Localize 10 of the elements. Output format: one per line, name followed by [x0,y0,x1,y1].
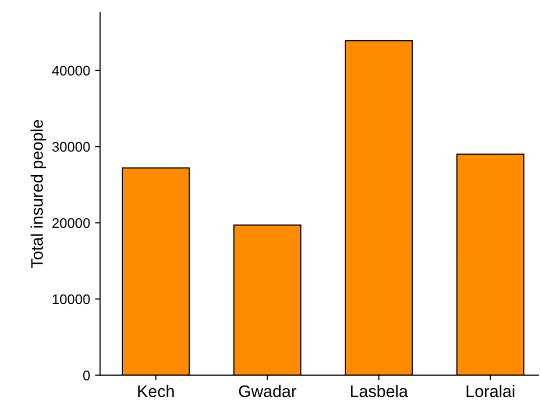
x-tick-label: Lasbela [351,384,408,398]
x-tick-label: Gwadar [239,384,296,398]
y-tick-label: 10000 [52,294,90,304]
y-tick-label: 0 [83,370,90,380]
y-tick-label: 30000 [52,142,90,152]
x-tick-label: Loralai [466,384,514,398]
y-tick-label: 20000 [52,218,90,228]
y-axis-title: Total insured people [30,120,46,268]
x-tick-label: Kech [138,384,174,398]
y-tick-label: 40000 [52,66,90,76]
